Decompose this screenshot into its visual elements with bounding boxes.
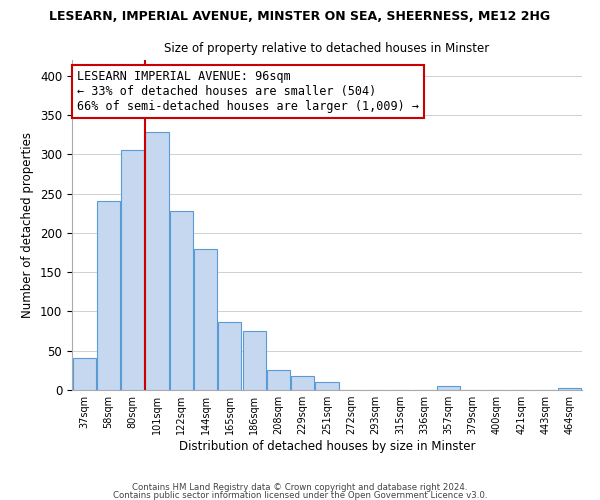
Bar — [559, 388, 581, 390]
Bar — [170, 211, 193, 390]
Bar — [267, 370, 290, 390]
Bar — [316, 382, 338, 390]
Bar — [242, 331, 266, 390]
Text: LESEARN, IMPERIAL AVENUE, MINSTER ON SEA, SHEERNESS, ME12 2HG: LESEARN, IMPERIAL AVENUE, MINSTER ON SEA… — [49, 10, 551, 23]
Text: LESEARN IMPERIAL AVENUE: 96sqm
← 33% of detached houses are smaller (504)
66% of: LESEARN IMPERIAL AVENUE: 96sqm ← 33% of … — [77, 70, 419, 113]
Title: Size of property relative to detached houses in Minster: Size of property relative to detached ho… — [164, 42, 490, 54]
Text: Contains public sector information licensed under the Open Government Licence v3: Contains public sector information licen… — [113, 490, 487, 500]
Bar — [73, 358, 95, 390]
Text: Contains HM Land Registry data © Crown copyright and database right 2024.: Contains HM Land Registry data © Crown c… — [132, 484, 468, 492]
Bar — [194, 248, 217, 390]
Bar — [121, 150, 144, 390]
Bar — [145, 132, 169, 390]
X-axis label: Distribution of detached houses by size in Minster: Distribution of detached houses by size … — [179, 440, 475, 453]
Bar — [97, 200, 120, 390]
Bar — [291, 376, 314, 390]
Y-axis label: Number of detached properties: Number of detached properties — [22, 132, 34, 318]
Bar — [437, 386, 460, 390]
Bar — [218, 322, 241, 390]
